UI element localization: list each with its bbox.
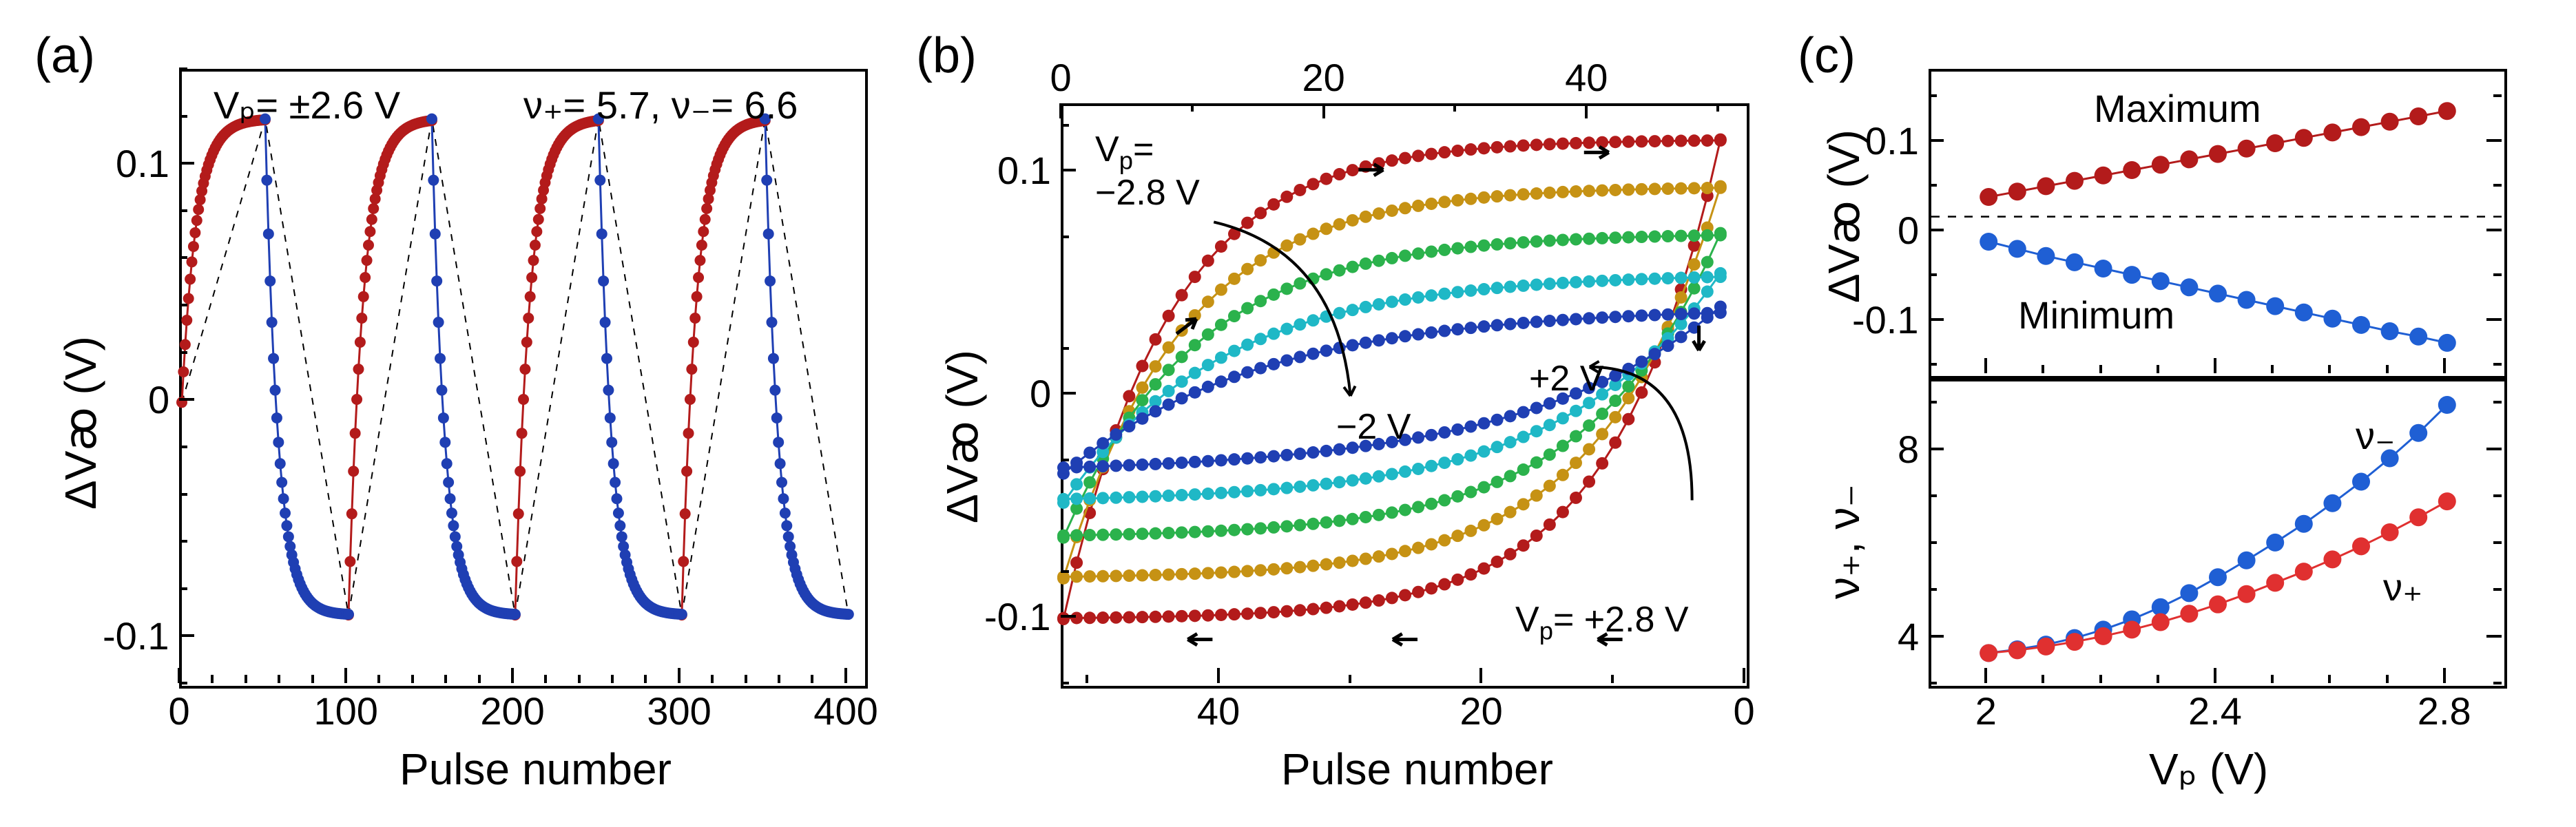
panel-a-svg [182,72,865,686]
panel-c-ann-nu-plus: ν₊ [2383,565,2423,610]
panel-c-label: (c) [1798,28,1856,84]
panel-c-upper-ylabel: ΔVꜵ (V) [1818,129,1870,303]
panel-c-ann-nu-minus: ν₋ [2356,413,2396,459]
panel-a: (a) Vₚ= ±2.6 V ν₊= 5.7, ν₋= 6.6 ΔVꜵ (V) … [14,14,895,813]
panel-c: (c) Maximum Minimum ν₋ ν₊ ΔVꜵ (V) ν₊, ν₋… [1777,14,2535,813]
panel-a-plot [179,69,868,689]
panel-b-xlabel: Pulse number [1281,744,1553,795]
panel-c-lower-plot [1929,379,2507,689]
figure-container: (a) Vₚ= ±2.6 V ν₊= 5.7, ν₋= 6.6 ΔVꜵ (V) … [0,0,2576,827]
panel-c-xlabel: Vₚ (V) [2149,744,2268,795]
panel-a-ann-nu: ν₊= 5.7, ν₋= 6.6 [523,83,798,128]
panel-a-xlabel: Pulse number [399,744,672,795]
panel-a-label: (a) [34,28,95,84]
panel-c-lower-svg [1931,381,2504,686]
panel-c-lower-ylabel: ν₊, ν₋ [1818,484,1870,599]
panel-b-ann-vp-top: Vp=−2.8 V [1095,131,1200,211]
panel-b-label: (b) [916,28,977,84]
panel-a-ann-vp: Vₚ= ±2.6 V [214,83,400,128]
panel-b: (b) Vp=−2.8 V Vp= +2.8 V −2 V +2 V ΔVꜵ (… [895,14,1777,813]
panel-b-ann-m2: −2 V [1336,406,1411,448]
panel-b-ann-vp-bot: Vp= +2.8 V [1515,599,1689,645]
panel-a-ylabel: ΔVꜵ (V) [55,336,107,510]
panel-b-ylabel: ΔVꜵ (V) [937,350,988,523]
panel-c-ann-min: Minimum [2018,293,2174,337]
panel-c-ann-max: Maximum [2094,86,2261,131]
panel-b-ann-p2: +2 V [1529,358,1603,399]
